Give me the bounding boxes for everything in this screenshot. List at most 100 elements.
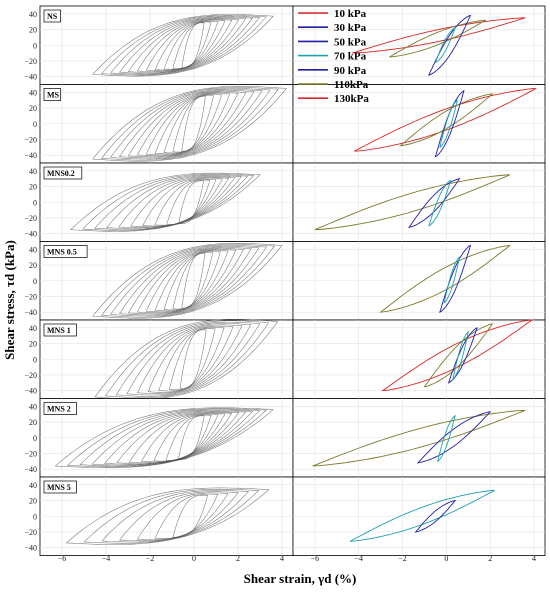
x-tick-label: −6 — [311, 554, 320, 563]
legend-label: 10 kPa — [334, 8, 367, 20]
legend-item: 110kPa — [298, 79, 369, 91]
y-tick-label: −40 — [24, 465, 37, 474]
x-tick-label: −4 — [354, 554, 363, 563]
y-tick-label: −40 — [24, 73, 37, 82]
hysteresis-loop — [434, 27, 456, 64]
x-tick-label: 0 — [444, 554, 448, 563]
panel-left-3: 40 20 0 −20 −40 MNS0.2 — [24, 162, 294, 242]
y-tick-label: 20 — [29, 261, 37, 270]
y-tick-label: 0 — [33, 512, 37, 521]
x-tick-label: −2 — [398, 554, 407, 563]
hysteresis-loop — [145, 249, 237, 313]
legend-item: 30 kPa — [298, 22, 367, 34]
y-tick-label: 40 — [29, 245, 37, 254]
y-tick-label: −40 — [24, 308, 37, 317]
hysteresis-loop — [54, 407, 274, 468]
y-tick-label: 20 — [29, 497, 37, 506]
panel-tag: MNS 0.5 — [43, 245, 88, 258]
panel-grid: 40200−20−40NS40200−20−40MS40200−20−40MNS… — [24, 5, 546, 563]
hysteresis-loop — [452, 330, 469, 381]
y-tick-label: 20 — [29, 418, 37, 427]
panel-left-1: 40 20 0 −20 −40 NS — [24, 5, 294, 85]
y-tick-label: −40 — [24, 230, 37, 239]
legend-label: 110kPa — [334, 79, 369, 91]
hysteresis-loop — [428, 179, 452, 227]
hysteresis-loop — [166, 179, 211, 225]
hysteresis-loop — [94, 174, 249, 230]
hysteresis-loop — [136, 248, 244, 314]
hysteresis-loop — [439, 244, 472, 313]
hysteresis-loop — [116, 411, 240, 464]
panel-tag-label: MNS 0.5 — [47, 248, 77, 257]
legend-label: 130kPa — [334, 93, 369, 105]
hysteresis-loop — [127, 247, 252, 315]
x-tick-label: −2 — [146, 554, 155, 563]
y-tick-label: 0 — [33, 198, 37, 207]
panel-tag-label: MNS0.2 — [47, 169, 75, 178]
hysteresis-loop — [127, 17, 247, 73]
y-tick-label: −20 — [24, 214, 37, 223]
panel-tag-label: MNS 1 — [47, 326, 71, 335]
panel-right-5 — [292, 319, 546, 399]
hysteresis-loop — [136, 18, 240, 72]
legend: 10 kPa 30 kPa 50 kPa 70 kPa 90 kPa 110kPa 130k… — [298, 8, 369, 105]
hysteresis-loop — [118, 16, 254, 74]
y-tick-label: 0 — [33, 41, 37, 50]
legend-label: 30 kPa — [334, 22, 367, 34]
hysteresis-loop — [110, 88, 271, 160]
y-tick-label: −40 — [24, 544, 37, 553]
hysteresis-loop — [92, 14, 274, 77]
panel-tag: MNS 2 — [43, 402, 77, 415]
x-tick-label: 4 — [280, 554, 284, 563]
x-tick-label: −4 — [102, 554, 111, 563]
hysteresis-loop — [154, 20, 226, 71]
x-tick-label: 2 — [488, 554, 492, 563]
hysteresis-loop — [349, 489, 495, 542]
hysteresis-loop — [136, 91, 247, 157]
y-tick-label: 40 — [29, 88, 37, 97]
hysteresis-loop — [105, 320, 270, 399]
hysteresis-loop — [398, 93, 494, 147]
hysteresis-loop — [101, 244, 275, 318]
hysteresis-loop — [118, 176, 236, 228]
hysteresis-loop — [172, 95, 214, 153]
panel-right-1 — [292, 5, 546, 85]
panel-tag-box — [43, 88, 61, 101]
y-tick-label: −20 — [24, 57, 37, 66]
hysteresis-loop — [101, 15, 267, 76]
hysteresis-loop — [145, 19, 233, 72]
hysteresis-loop — [416, 411, 492, 464]
y-axis-title: Shear stress, τd (kPa) — [2, 240, 17, 360]
hysteresis-loop — [428, 14, 472, 76]
hysteresis-loop — [172, 252, 214, 310]
hysteresis-loop — [158, 327, 225, 392]
panel-tag-box — [43, 166, 83, 180]
panel-tag-box — [43, 480, 77, 494]
y-tick-label: −20 — [24, 371, 37, 380]
panel-tag: MS — [43, 88, 61, 101]
x-tick-label: 2 — [236, 554, 240, 563]
y-tick-label: 40 — [29, 481, 37, 490]
panel-right-2 — [292, 84, 546, 164]
hysteresis-loop — [381, 319, 534, 392]
panel-tag: MNS 5 — [43, 480, 77, 494]
hysteresis-loop — [104, 410, 247, 465]
hysteresis-loop — [119, 491, 239, 542]
hysteresis-loop — [447, 327, 478, 384]
y-tick-label: 0 — [33, 434, 37, 443]
hysteresis-loop — [67, 408, 267, 468]
panel-right-3 — [292, 162, 546, 242]
hysteresis-loop — [408, 178, 461, 229]
y-tick-label: −20 — [24, 292, 37, 301]
panel-tag: MNS0.2 — [43, 166, 83, 180]
hysteresis-loop — [94, 319, 279, 400]
hysteresis-loop — [165, 414, 212, 461]
panel-tag-label: MS — [47, 91, 60, 100]
hysteresis-loop — [352, 17, 526, 54]
hysteresis-loop — [154, 93, 231, 155]
hysteresis-loop — [136, 492, 229, 540]
hysteresis-loop — [128, 412, 233, 463]
y-tick-label: 40 — [29, 10, 37, 19]
hysteresis-loop — [110, 245, 268, 317]
